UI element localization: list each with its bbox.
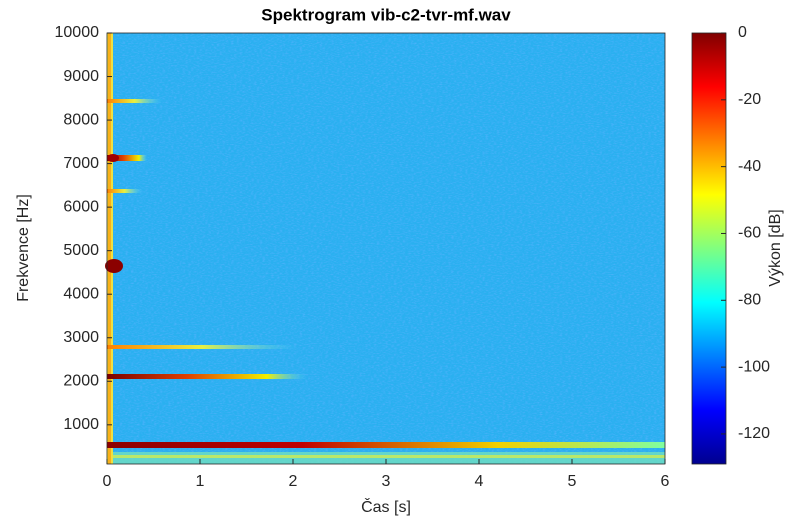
colorbar-tick-label: -100: [738, 358, 770, 375]
colorbar-tick-label: 0: [738, 24, 747, 41]
x-tick-label: 4: [475, 473, 484, 490]
x-tick-label: 1: [196, 473, 205, 490]
colorbar-tick-label: -20: [738, 91, 761, 108]
y-tick-label: 7000: [63, 155, 99, 172]
y-tick-label: 10000: [55, 24, 100, 41]
y-tick-label: 5000: [63, 242, 99, 259]
y-tick-label: 1000: [63, 416, 99, 433]
colorbar: [691, 32, 727, 465]
y-tick-label: 4000: [63, 285, 99, 302]
x-tick-label: 3: [382, 473, 391, 490]
chart-title: Spektrogram vib-c2-tvr-mf.wav: [261, 5, 511, 24]
colorbar-tick-label: -60: [738, 225, 761, 242]
spectrogram-image: [105, 33, 665, 464]
colorbar-tick-label: -40: [738, 158, 761, 175]
y-tick-label: 3000: [63, 329, 99, 346]
y-tick-label: 6000: [63, 198, 99, 215]
y-tick-label: 2000: [63, 373, 99, 390]
x-tick-label: 6: [661, 473, 670, 490]
x-tick-label: 5: [568, 473, 577, 490]
x-axis-label: Čas [s]: [361, 497, 411, 516]
y-tick-label: 8000: [63, 111, 99, 128]
colorbar-tick-label: -120: [738, 425, 770, 442]
y-tick-label: 9000: [63, 68, 99, 85]
colorbar-tick-label: -80: [738, 292, 761, 309]
x-tick-label: 0: [103, 473, 112, 490]
x-tick-label: 2: [289, 473, 298, 490]
y-axis-label: Frekvence [Hz]: [15, 194, 32, 302]
colorbar-label: Výkon [dB]: [767, 209, 784, 286]
